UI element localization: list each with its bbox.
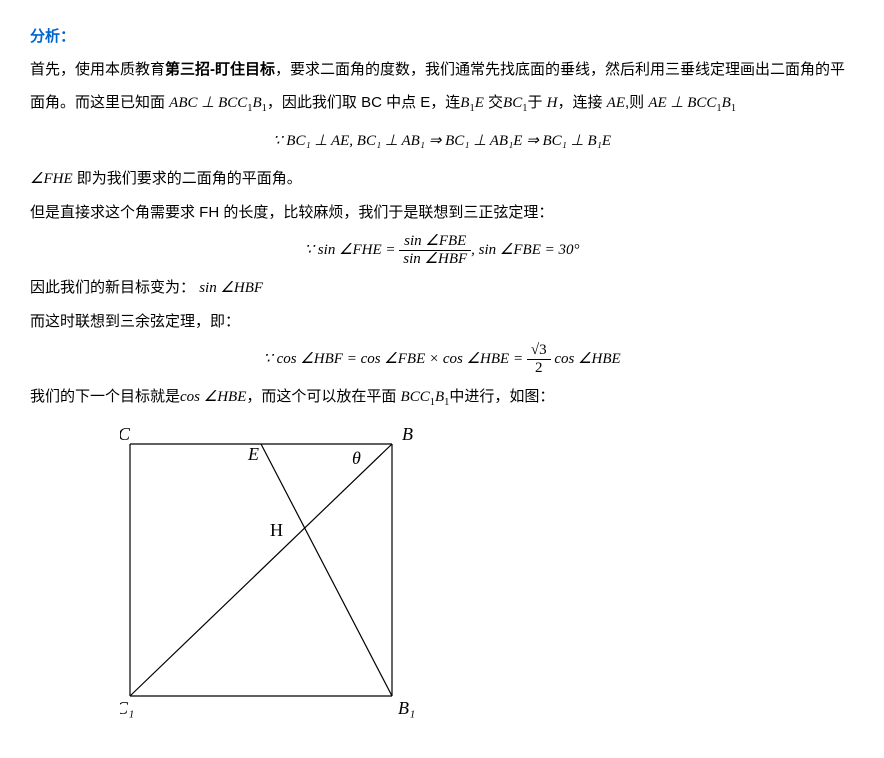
p4-math: sin ∠HBF: [199, 280, 263, 296]
p1-math-3: B1E: [460, 95, 484, 111]
p1-text-f: 于: [527, 94, 546, 111]
svg-text:B: B: [402, 424, 413, 444]
p1m4: E: [475, 95, 484, 111]
eq2-frac: sin ∠FBEsin ∠HBF: [399, 233, 471, 267]
eq3-tail: cos ∠HBE: [551, 351, 621, 367]
svg-text:H: H: [270, 520, 283, 540]
eq2-den: sin ∠HBF: [399, 251, 471, 268]
p6m1: BCC: [401, 389, 430, 405]
paragraph-3: 但是直接求这个角需要求 FH 的长度，比较麻烦，我们于是联想到三正弦定理：: [30, 196, 854, 229]
p2-text: 即为我们要求的二面角的平面角。: [73, 170, 302, 187]
diagram-container: C B C₁ B₁ E Hθ: [30, 424, 854, 736]
p6-math-b: cos ∠HBE: [180, 389, 246, 405]
eq2-tail: , sin ∠FBE = 30°: [471, 242, 579, 258]
p1m5: BC: [503, 95, 522, 111]
p6-math-1: BCC1B1: [401, 389, 450, 405]
p1-text-h: ,则: [625, 94, 648, 111]
p1m8: AE ⊥ BCC: [648, 95, 716, 111]
paragraph-4: 因此我们的新目标变为： sin ∠HBF: [30, 271, 854, 305]
svg-text:B₁: B₁: [398, 698, 415, 718]
paragraph-5: 而这时联想到三余弦定理，即：: [30, 305, 854, 338]
paragraph-1: 首先，使用本质教育第三招-盯住目标，要求二面角的度数，我们通常先找底面的垂线，然…: [30, 53, 854, 120]
p1-text-e: 交: [484, 94, 503, 111]
p6-text-c: ，而这个可以放在平面: [246, 388, 400, 405]
equation-2: ∵ sin ∠FHE = sin ∠FBEsin ∠HBF, sin ∠FBE …: [30, 233, 854, 267]
geometry-diagram: C B C₁ B₁ E Hθ: [120, 424, 430, 724]
p1-bold: 第三招-盯住目标: [165, 61, 275, 78]
eq2-lead-text: ∵ sin ∠FHE =: [305, 242, 400, 258]
p1m9s: 1: [731, 103, 736, 114]
eq3-num: √3: [527, 342, 551, 360]
analysis-heading: 分析：: [30, 28, 75, 45]
p6m2: B: [435, 389, 444, 405]
equation-3: ∵ cos ∠HBF = cos ∠FBE × cos ∠HBE = √32 c…: [30, 342, 854, 376]
p1-math-1: ABC ⊥ BCC1B1: [169, 95, 267, 111]
svg-text:E: E: [247, 444, 259, 464]
p1-text-d: ，因此我们取 BC 中点 E，连: [267, 94, 460, 111]
p1m2: B: [253, 95, 262, 111]
p1-math-6: H: [547, 95, 558, 111]
p1-text-a: 首先，使用本质教育: [30, 61, 165, 78]
p1-math-7: AE: [607, 95, 625, 111]
eq2-num: sin ∠FBE: [399, 233, 471, 251]
svg-text:θ: θ: [352, 448, 361, 468]
eq2-lead: ∵ sin ∠FHE =: [305, 242, 400, 258]
paragraph-2: ∠FHE 即为我们要求的二面角的平面角。: [30, 162, 854, 196]
eq3-frac: √32: [527, 342, 551, 376]
paragraph-6: 我们的下一个目标就是cos ∠HBE，而这个可以放在平面 BCC1B1中进行，如…: [30, 380, 854, 414]
p6-text-d: 中进行，如图：: [449, 388, 554, 405]
p4-text-a: 因此我们的新目标变为：: [30, 279, 195, 296]
p2-math: ∠FHE: [30, 171, 73, 187]
p1-math-5: BC1: [503, 95, 527, 111]
svg-text:C₁: C₁: [120, 698, 134, 718]
p1m1: ABC ⊥ BCC: [169, 95, 247, 111]
eq3-lead: ∵ cos ∠HBF = cos ∠FBE × cos ∠HBE =: [263, 351, 527, 367]
eq1-text: ∵ BC₁ ⊥ AE, BC₁ ⊥ AB₁ ⇒ BC₁ ⊥ AB₁E ⇒ BC₁…: [273, 133, 611, 149]
p1-math-8: AE ⊥ BCC1B1: [648, 95, 736, 111]
svg-text:C: C: [120, 424, 131, 444]
p1-text-g: ，连接: [557, 94, 606, 111]
p6-text-a: 我们的下一个目标就是: [30, 388, 180, 405]
eq3-den: 2: [527, 360, 551, 377]
p1m9: B: [722, 95, 731, 111]
equation-1: ∵ BC₁ ⊥ AE, BC₁ ⊥ AB₁ ⇒ BC₁ ⊥ AB₁E ⇒ BC₁…: [30, 124, 854, 158]
